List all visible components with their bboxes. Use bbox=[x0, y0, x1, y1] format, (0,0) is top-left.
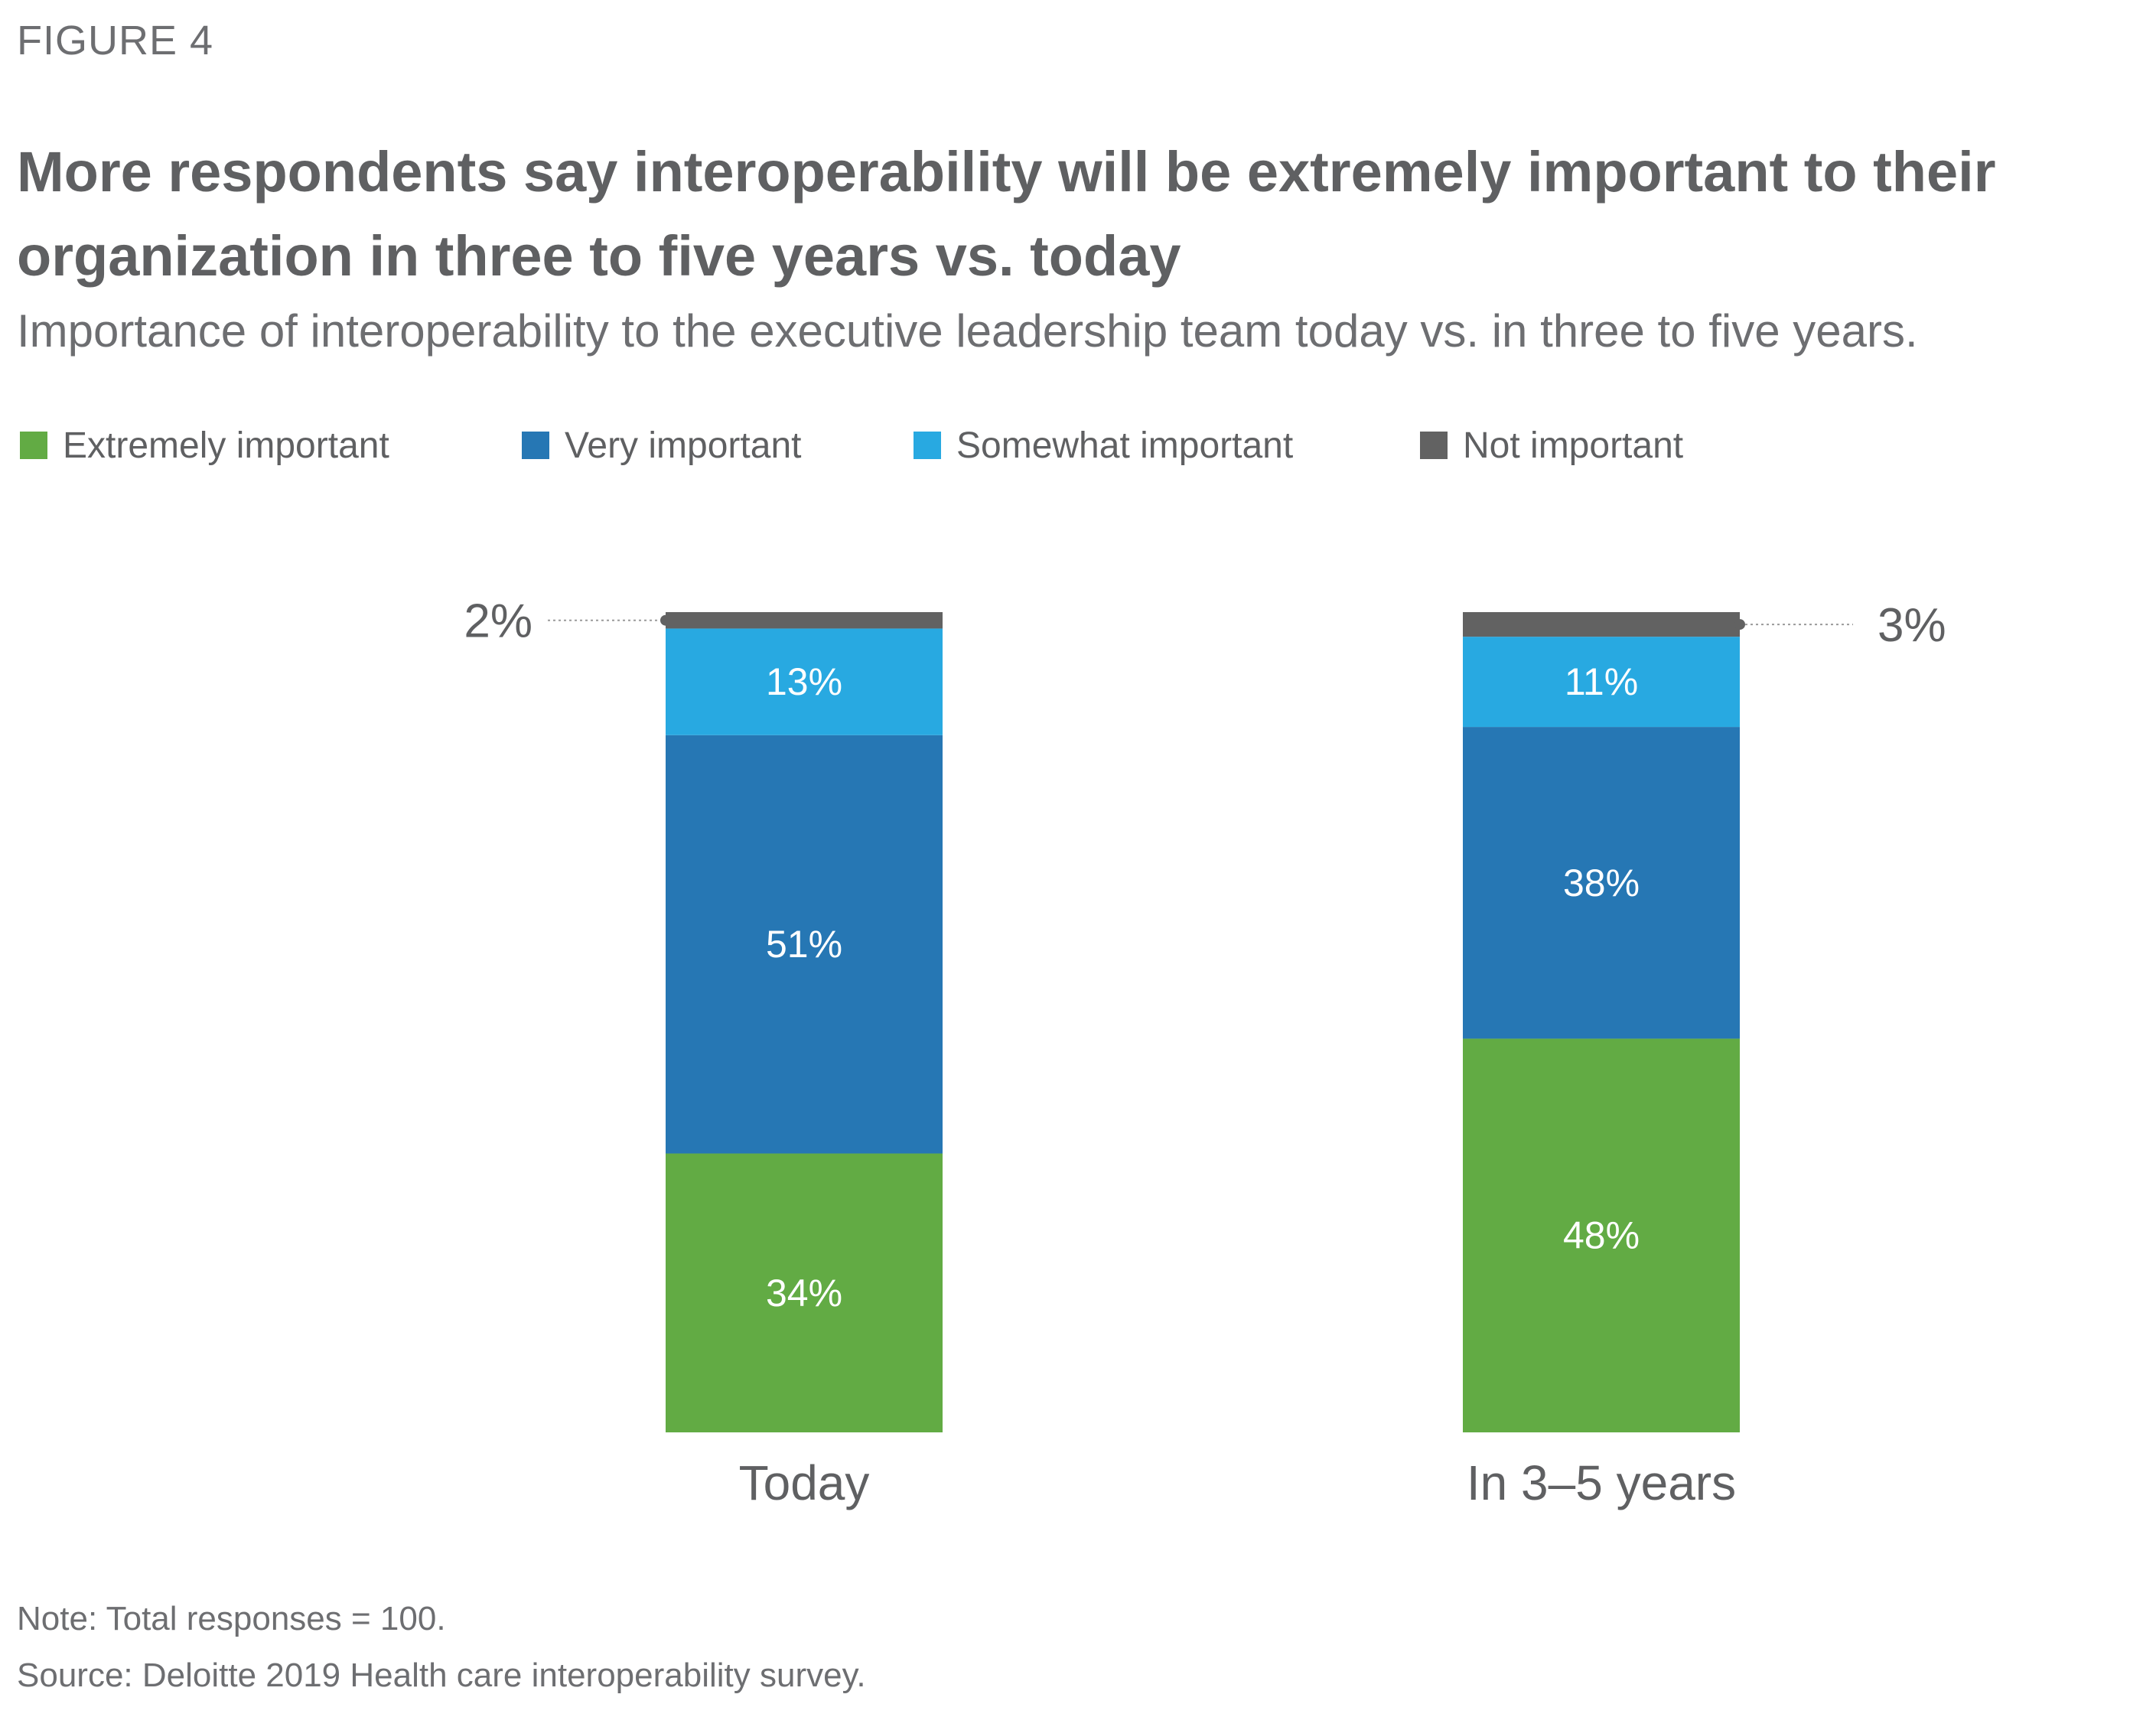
chart-source: Source: Deloitte 2019 Health care intero… bbox=[17, 1657, 866, 1694]
legend-item-somewhat-important: Somewhat important bbox=[914, 422, 1293, 468]
chart-subtitle: Importance of interoperability to the ex… bbox=[17, 305, 1918, 357]
legend: Extremely important Very important Somew… bbox=[20, 422, 1933, 468]
bar-segment-extremely-important-in-3-5-years bbox=[1463, 1038, 1740, 1432]
legend-swatch-somewhat-important bbox=[914, 432, 941, 459]
data-label-outside: 2% bbox=[464, 595, 532, 648]
legend-swatch-not-important bbox=[1420, 432, 1448, 459]
category-label: In 3–5 years bbox=[1467, 1455, 1736, 1510]
category-label: Today bbox=[739, 1455, 870, 1510]
legend-item-not-important: Not important bbox=[1420, 422, 1683, 468]
chart-title: More respondents say interoperability wi… bbox=[17, 140, 1996, 288]
chart-note: Note: Total responses = 100. bbox=[17, 1600, 446, 1637]
legend-label: Very important bbox=[565, 425, 802, 466]
data-label: 48% bbox=[1563, 1214, 1640, 1257]
data-label: 11% bbox=[1565, 660, 1638, 703]
leader-dot bbox=[1734, 619, 1745, 630]
legend-label: Extremely important bbox=[63, 425, 389, 466]
bar-segment-somewhat-important-today bbox=[666, 628, 943, 735]
bar-segment-not-important-in-3-5-years bbox=[1463, 612, 1740, 637]
legend-swatch-extremely-important bbox=[20, 432, 47, 459]
bar-segment-extremely-important-today bbox=[666, 1153, 943, 1432]
legend-item-very-important: Very important bbox=[522, 422, 801, 468]
bar-segment-very-important-in-3-5-years bbox=[1463, 727, 1740, 1039]
data-label: 13% bbox=[766, 660, 842, 703]
bar-segment-very-important-today bbox=[666, 735, 943, 1154]
legend-label: Somewhat important bbox=[956, 425, 1294, 466]
legend-label: Not important bbox=[1463, 425, 1684, 466]
data-label: 38% bbox=[1563, 862, 1640, 904]
legend-swatch-very-important bbox=[522, 432, 549, 459]
legend-item-extremely-important: Extremely important bbox=[20, 422, 389, 468]
leader-dot bbox=[660, 614, 671, 626]
data-label-outside: 3% bbox=[1878, 599, 1946, 652]
figure-label: FIGURE 4 bbox=[17, 18, 214, 64]
bar-segment-not-important-today bbox=[666, 612, 943, 629]
stacked-bar-chart: 34% 51% 13% 2% Today 48% 38% 11% 3% In 3–5 years bbox=[464, 595, 1946, 1510]
data-label: 51% bbox=[766, 923, 842, 966]
bar-segment-somewhat-important-in-3-5-years bbox=[1463, 637, 1740, 728]
data-label: 34% bbox=[766, 1272, 842, 1315]
